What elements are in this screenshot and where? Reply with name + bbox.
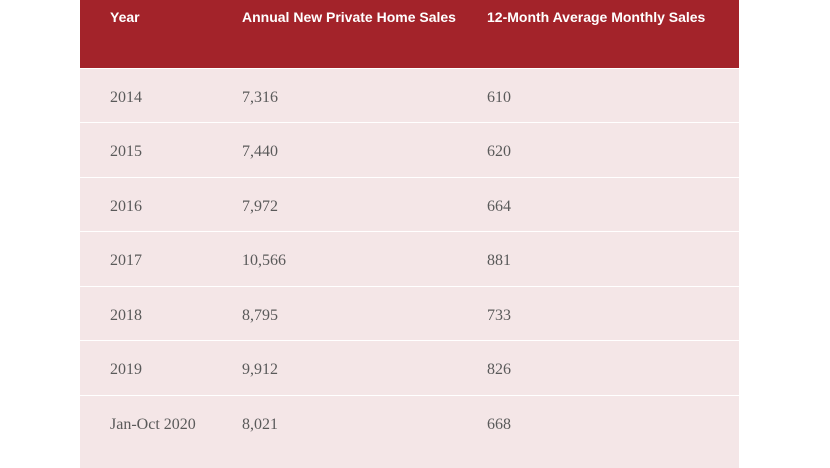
table-row: 2015 7,440 620 xyxy=(80,122,739,178)
cell-monthly-average: 664 xyxy=(487,197,511,215)
cell-annual-sales: 7,316 xyxy=(242,88,278,106)
table-body: 2014 7,316 610 2015 7,440 620 2016 7,972… xyxy=(80,68,739,450)
cell-year: Jan-Oct 2020 xyxy=(110,415,196,433)
cell-monthly-average: 668 xyxy=(487,415,511,433)
cell-year: 2017 xyxy=(110,252,142,269)
cell-annual-sales: 8,795 xyxy=(242,306,278,324)
cell-annual-sales: 8,021 xyxy=(242,415,278,433)
header-year: Year xyxy=(110,9,140,25)
table-row: 2014 7,316 610 xyxy=(80,68,739,123)
cell-monthly-average: 881 xyxy=(487,252,511,269)
cell-year: 2018 xyxy=(110,306,142,324)
table-row: 2017 10,566 881 xyxy=(80,231,739,287)
table-header: Year Annual New Private Home Sales 12-Mo… xyxy=(80,0,739,68)
cell-year: 2014 xyxy=(110,88,142,106)
sales-table-container: Year Annual New Private Home Sales 12-Mo… xyxy=(80,0,739,468)
cell-annual-sales: 9,912 xyxy=(242,361,278,378)
table-row: 2019 9,912 826 xyxy=(80,340,739,396)
sales-table: Year Annual New Private Home Sales 12-Mo… xyxy=(80,0,739,450)
cell-monthly-average: 733 xyxy=(487,306,511,324)
cell-annual-sales: 10,566 xyxy=(242,252,286,269)
cell-monthly-average: 620 xyxy=(487,143,511,160)
cell-year: 2016 xyxy=(110,197,142,215)
cell-annual-sales: 7,440 xyxy=(242,143,278,160)
cell-monthly-average: 610 xyxy=(487,88,511,106)
cell-monthly-average: 826 xyxy=(487,361,511,378)
table-row: 2018 8,795 733 xyxy=(80,286,739,341)
cell-year: 2015 xyxy=(110,143,142,160)
cell-year: 2019 xyxy=(110,361,142,378)
cell-annual-sales: 7,972 xyxy=(242,197,278,215)
header-annual-sales: Annual New Private Home Sales xyxy=(242,9,456,25)
header-monthly-average: 12-Month Average Monthly Sales xyxy=(487,9,706,25)
table-row: Jan-Oct 2020 8,021 668 xyxy=(80,395,739,450)
table-row: 2016 7,972 664 xyxy=(80,177,739,232)
header-row: Year Annual New Private Home Sales 12-Mo… xyxy=(80,0,739,68)
